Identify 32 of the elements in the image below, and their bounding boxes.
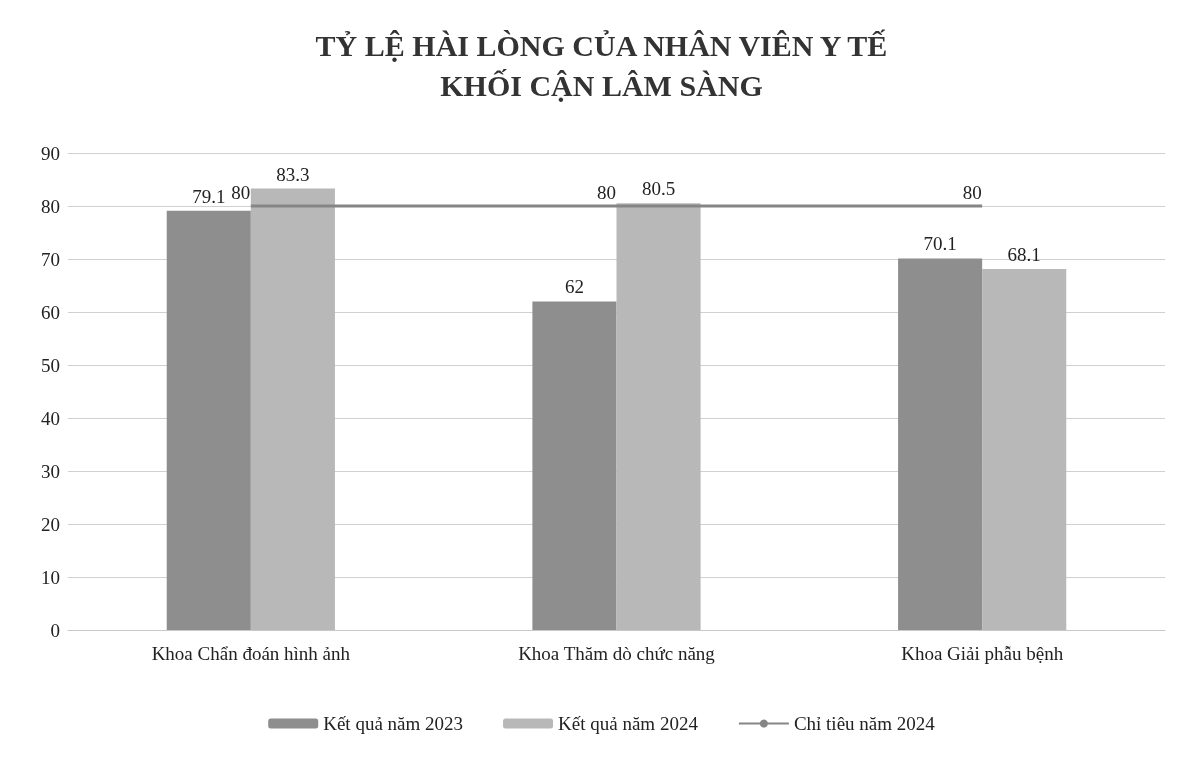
y-tick-label: 20 <box>41 513 60 535</box>
data-label: 70.1 <box>923 233 957 255</box>
y-tick-label: 80 <box>41 195 60 217</box>
data-label: 68.1 <box>1007 244 1041 266</box>
data-label: 80 <box>597 182 616 203</box>
data-label: 80.5 <box>641 178 676 200</box>
bar <box>532 301 617 630</box>
legend-label: Kết quả năm 2023 <box>323 713 464 734</box>
x-tick-label: Khoa Chẩn đoán hình ảnh <box>151 643 351 664</box>
legend-label: Kết quả năm 2024 <box>558 713 699 734</box>
y-tick-label: 70 <box>41 248 60 270</box>
y-tick-label: 50 <box>41 354 60 376</box>
y-tick-label: 60 <box>41 301 60 323</box>
y-tick-label: 30 <box>41 460 60 482</box>
y-tick-label: 90 <box>41 142 60 164</box>
bar <box>982 269 1067 630</box>
chart-title: TỶ LỆ HÀI LÒNG CỦA NHÂN VIÊN Y TẾ KHỐI CẬN LÂM SÀNG <box>315 28 888 102</box>
data-label: 79.1 <box>192 185 226 207</box>
bar <box>616 203 701 630</box>
y-tick-label: 40 <box>41 407 60 429</box>
data-label: 80 <box>231 182 251 203</box>
y-tick-label: 0 <box>50 619 60 641</box>
x-tick-label: Khoa Thăm dò chức năng <box>518 643 716 664</box>
data-label: 83.3 <box>276 163 310 185</box>
y-tick-label: 10 <box>41 566 60 588</box>
bar <box>166 210 251 630</box>
legend-label: Chỉ tiêu năm 2024 <box>793 713 936 734</box>
data-label: 80 <box>962 182 982 203</box>
bar <box>898 258 983 630</box>
x-tick-label: Khoa Giải phẫu bệnh <box>901 643 1064 664</box>
data-label: 62 <box>564 276 584 298</box>
bar <box>250 188 335 630</box>
